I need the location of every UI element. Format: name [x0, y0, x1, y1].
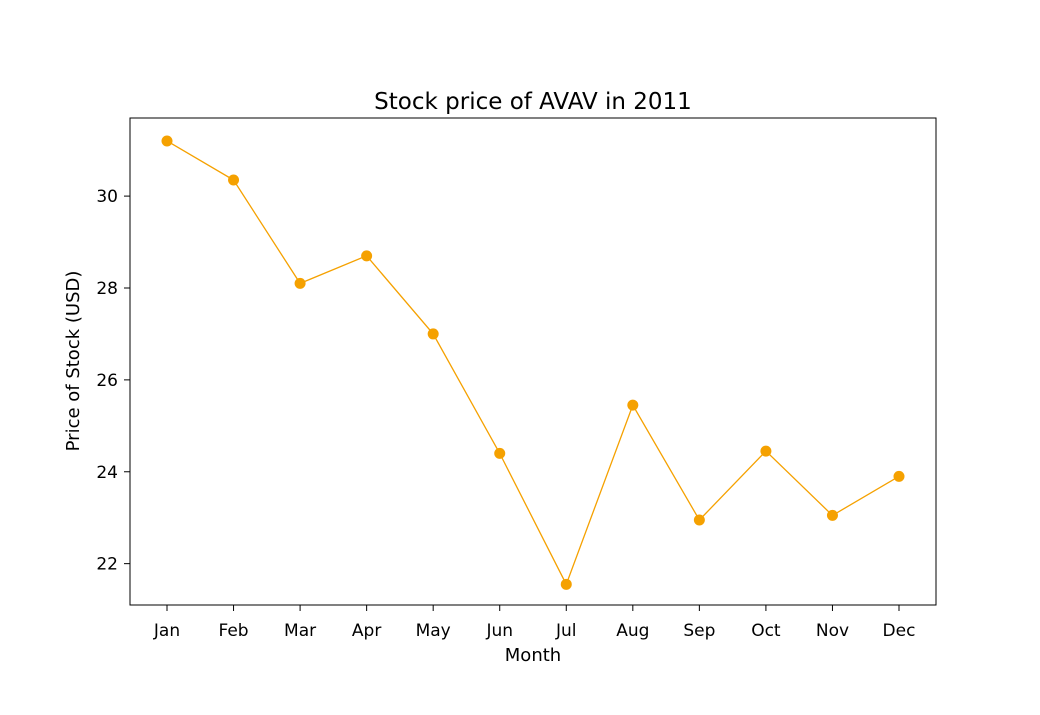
x-axis-label: Month [505, 645, 561, 666]
data-point [161, 135, 173, 147]
x-tick-label: Nov [816, 621, 849, 641]
data-point [361, 250, 373, 262]
x-axis: Jan Feb Mar Apr May Jun Jul Aug Sep Oct Nov Dec [153, 605, 916, 641]
x-tick-label: Jul [555, 621, 577, 641]
data-point [228, 174, 240, 186]
x-tick-label: Feb [218, 621, 248, 641]
series-line [166, 140, 900, 586]
x-tick-label: Dec [883, 621, 916, 641]
data-point [627, 399, 639, 411]
data-point [427, 328, 439, 340]
y-axis: 22 24 26 28 30 [96, 187, 130, 575]
x-tick-label: Mar [284, 621, 316, 641]
data-point [893, 470, 905, 482]
data-point [560, 578, 572, 590]
plot-area-frame [129, 117, 937, 606]
data-point [826, 509, 838, 521]
y-tick-label: 30 [96, 187, 118, 207]
data-point [494, 447, 506, 459]
chart-title: Stock price of AVAV in 2011 [374, 89, 692, 115]
x-tick-label: Aug [616, 621, 649, 641]
series-layer [161, 135, 905, 590]
y-tick-label: 28 [96, 279, 118, 299]
data-point [693, 514, 705, 526]
x-tick-label: Sep [683, 621, 715, 641]
x-tick-label: Apr [352, 621, 381, 641]
y-axis-label: Price of Stock (USD) [63, 271, 84, 452]
y-tick-label: 22 [96, 555, 118, 575]
x-tick-label: Jan [153, 621, 180, 641]
x-tick-label: May [416, 621, 451, 641]
y-tick-label: 24 [96, 463, 118, 483]
data-point [294, 277, 306, 289]
y-tick-label: 26 [96, 371, 118, 391]
x-tick-label: Oct [751, 621, 781, 641]
data-point [760, 445, 772, 457]
x-tick-label: Jun [485, 621, 513, 641]
